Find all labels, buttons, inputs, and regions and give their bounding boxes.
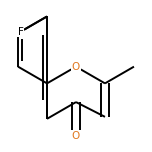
Text: O: O <box>72 131 80 141</box>
Text: O: O <box>72 62 80 72</box>
Text: F: F <box>18 26 24 36</box>
